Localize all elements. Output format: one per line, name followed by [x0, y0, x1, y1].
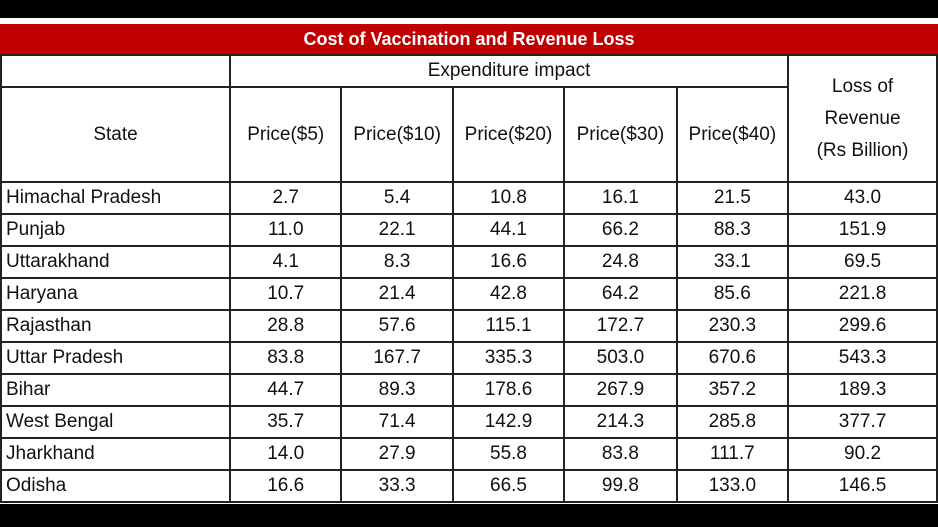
loss-cell: 151.9 [787, 213, 938, 247]
state-cell: West Bengal [0, 405, 232, 439]
price-5-cell: 14.0 [229, 437, 343, 471]
price-20-cell: 55.8 [451, 437, 566, 471]
price-40-cell: 230.3 [675, 309, 790, 343]
table-row: Uttarakhand 4.1 8.3 16.6 24.8 33.1 69.5 [0, 245, 938, 279]
loss-header-line-3: (Rs Billion) [816, 139, 909, 161]
price-40-cell: 111.7 [675, 437, 790, 471]
table-row: Haryana 10.7 21.4 42.8 64.2 85.6 221.8 [0, 277, 938, 311]
price-10-cell: 167.7 [340, 341, 454, 375]
price-30-cell: 172.7 [563, 309, 678, 343]
price-20-cell: 16.6 [451, 245, 566, 279]
price-30-cell: 83.8 [563, 437, 678, 471]
price-20-cell: 42.8 [451, 277, 566, 311]
price-40-cell: 88.3 [675, 213, 790, 247]
price-40-cell: 133.0 [675, 469, 790, 503]
price-40-cell: 670.6 [675, 341, 790, 375]
price-5-cell: 4.1 [229, 245, 343, 279]
table-image: Cost of Vaccination and Revenue Loss Exp… [0, 18, 938, 504]
price-30-cell: 267.9 [563, 373, 678, 407]
price-30-cell: 64.2 [563, 277, 678, 311]
price-30-header: Price($30) [563, 86, 678, 183]
table-row: Punjab 11.0 22.1 44.1 66.2 88.3 151.9 [0, 213, 938, 247]
price-10-cell: 21.4 [340, 277, 454, 311]
price-30-cell: 99.8 [563, 469, 678, 503]
table-row: Jharkhand 14.0 27.9 55.8 83.8 111.7 90.2 [0, 437, 938, 471]
price-40-cell: 33.1 [675, 245, 790, 279]
price-10-cell: 57.6 [340, 309, 454, 343]
state-cell: Rajasthan [0, 309, 232, 343]
loss-cell: 221.8 [787, 277, 938, 311]
price-20-cell: 10.8 [451, 181, 566, 215]
table-title: Cost of Vaccination and Revenue Loss [0, 24, 938, 54]
price-5-cell: 10.7 [229, 277, 343, 311]
loss-of-revenue-header: Loss of Revenue (Rs Billion) [787, 54, 938, 183]
vaccination-cost-table: Expenditure impact Loss of Revenue (Rs B… [0, 54, 938, 503]
blank-header-cell [0, 54, 232, 88]
state-cell: Odisha [0, 469, 232, 503]
price-5-cell: 83.8 [229, 341, 343, 375]
price-10-cell: 33.3 [340, 469, 454, 503]
state-cell: Jharkhand [0, 437, 232, 471]
price-20-cell: 178.6 [451, 373, 566, 407]
price-10-cell: 71.4 [340, 405, 454, 439]
price-10-cell: 5.4 [340, 181, 454, 215]
table-row: Uttar Pradesh 83.8 167.7 335.3 503.0 670… [0, 341, 938, 375]
price-5-cell: 35.7 [229, 405, 343, 439]
price-20-cell: 115.1 [451, 309, 566, 343]
table-row: West Bengal 35.7 71.4 142.9 214.3 285.8 … [0, 405, 938, 439]
price-20-cell: 335.3 [451, 341, 566, 375]
price-10-cell: 89.3 [340, 373, 454, 407]
price-40-cell: 21.5 [675, 181, 790, 215]
price-20-header: Price($20) [451, 86, 566, 183]
state-header: State [0, 86, 232, 183]
price-30-cell: 503.0 [563, 341, 678, 375]
loss-cell: 146.5 [787, 469, 938, 503]
price-10-cell: 27.9 [340, 437, 454, 471]
price-40-header: Price($40) [675, 86, 790, 183]
table-row: Bihar 44.7 89.3 178.6 267.9 357.2 189.3 [0, 373, 938, 407]
price-20-cell: 142.9 [451, 405, 566, 439]
price-30-cell: 214.3 [563, 405, 678, 439]
price-40-cell: 285.8 [675, 405, 790, 439]
table-row: Odisha 16.6 33.3 66.5 99.8 133.0 146.5 [0, 469, 938, 503]
expenditure-impact-header: Expenditure impact [229, 54, 790, 88]
loss-cell: 90.2 [787, 437, 938, 471]
price-40-cell: 85.6 [675, 277, 790, 311]
loss-cell: 299.6 [787, 309, 938, 343]
price-5-cell: 44.7 [229, 373, 343, 407]
state-cell: Punjab [0, 213, 232, 247]
loss-cell: 69.5 [787, 245, 938, 279]
loss-cell: 43.0 [787, 181, 938, 215]
price-20-cell: 44.1 [451, 213, 566, 247]
table-row: Himachal Pradesh 2.7 5.4 10.8 16.1 21.5 … [0, 181, 938, 215]
price-10-header: Price($10) [340, 86, 454, 183]
state-cell: Haryana [0, 277, 232, 311]
price-40-cell: 357.2 [675, 373, 790, 407]
price-5-cell: 11.0 [229, 213, 343, 247]
price-30-cell: 24.8 [563, 245, 678, 279]
price-20-cell: 66.5 [451, 469, 566, 503]
price-10-cell: 8.3 [340, 245, 454, 279]
table-row: Rajasthan 28.8 57.6 115.1 172.7 230.3 29… [0, 309, 938, 343]
state-cell: Uttarakhand [0, 245, 232, 279]
loss-cell: 377.7 [787, 405, 938, 439]
price-5-cell: 2.7 [229, 181, 343, 215]
loss-header-line-2: Revenue [824, 107, 901, 129]
price-5-cell: 16.6 [229, 469, 343, 503]
state-cell: Bihar [0, 373, 232, 407]
price-30-cell: 66.2 [563, 213, 678, 247]
loss-cell: 189.3 [787, 373, 938, 407]
loss-cell: 543.3 [787, 341, 938, 375]
loss-header-line-1: Loss of [831, 75, 894, 97]
price-5-cell: 28.8 [229, 309, 343, 343]
price-10-cell: 22.1 [340, 213, 454, 247]
price-30-cell: 16.1 [563, 181, 678, 215]
state-cell: Himachal Pradesh [0, 181, 232, 215]
state-cell: Uttar Pradesh [0, 341, 232, 375]
price-5-header: Price($5) [229, 86, 343, 183]
